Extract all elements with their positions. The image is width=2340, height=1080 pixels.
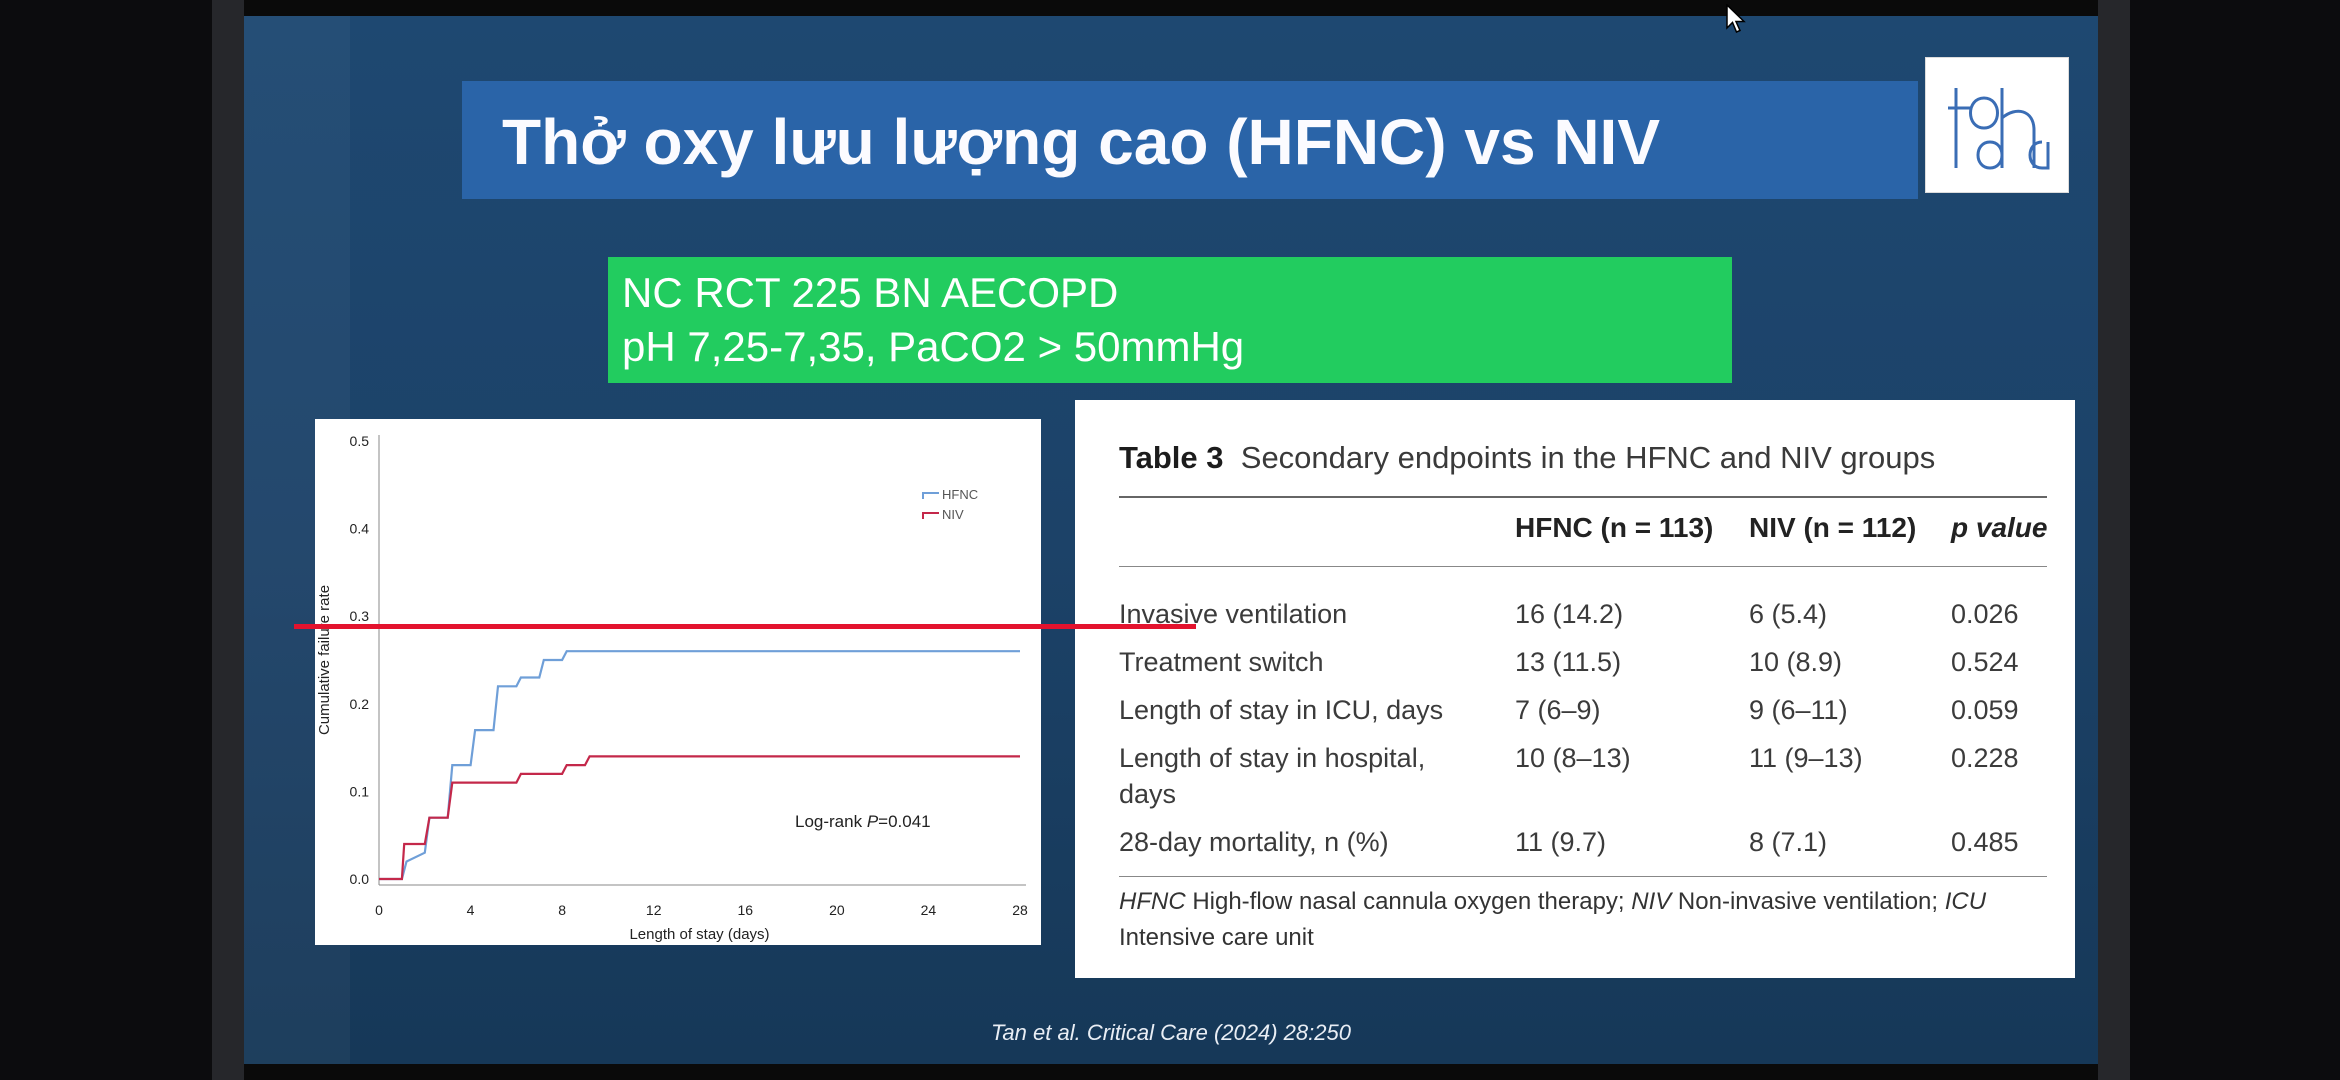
chart-svg: 0.0 0.1 0.2 0.3 0.4 0.5 0 4 8 12 16 20 24 28 Length of… [316, 433, 1028, 943]
series-line-hfnc [379, 650, 1020, 881]
slide-title: Thở oxy lưu lượng cao (HFNC) vs NIV [502, 106, 1660, 178]
y-tick-label: 0.3 [350, 608, 370, 624]
table-footnote: HFNC High-flow nasal cannula oxygen ther… [1119, 884, 2055, 956]
right-letterbox [2130, 0, 2340, 1080]
hospital-logo-icon [1925, 57, 2069, 193]
row-hfnc: 7 (6–9) [1515, 695, 1601, 725]
log-rank-annotation: Log-rank P=0.041 [795, 812, 931, 831]
bottom-bar [244, 1064, 2098, 1080]
footnote-text-niv: Non-invasive ventilation; [1671, 888, 1945, 915]
row-niv: 6 (5.4) [1749, 599, 1828, 629]
footnote-abbr-icu: ICU [1944, 888, 1987, 915]
header-niv: NIV (n = 112) [1749, 512, 1917, 543]
table-top-rule [1119, 496, 2047, 498]
kaplan-meier-chart: 0.0 0.1 0.2 0.3 0.4 0.5 0 4 8 12 16 20 24 28 Length of… [315, 419, 1041, 945]
citation: Tan et al. Critical Care (2024) 28:250 [991, 1020, 1351, 1045]
row-p: 0.485 [1951, 827, 2019, 857]
top-bar [244, 0, 2098, 16]
x-tick-label: 24 [921, 902, 937, 918]
logo-graphic [1948, 88, 2050, 170]
legend-label-hfnc: HFNC [942, 487, 978, 502]
mouse-cursor-icon [1726, 4, 1746, 33]
right-frame [2098, 0, 2130, 1080]
y-axis-label: Cumulative failure rate [316, 585, 333, 735]
header-p-value-text: p value [1951, 512, 2048, 543]
x-tick-label: 16 [737, 902, 753, 918]
row-label: Length of stay in ICU, days [1119, 695, 1444, 725]
header-p-value: p value [1951, 512, 2047, 544]
x-tick-label: 28 [1012, 902, 1028, 918]
footnote-abbr-niv: NIV [1631, 888, 1672, 915]
header-hfnc: HFNC (n = 113) [1515, 512, 1714, 543]
y-tick-label: 0.5 [350, 433, 370, 449]
row-p: 0.026 [1951, 599, 2019, 629]
left-frame [212, 0, 244, 1080]
study-design-text: NC RCT 225 BN AECOPD [622, 269, 1119, 316]
table-caption: Secondary endpoints in the HFNC and NIV … [1240, 440, 1936, 475]
x-tick-label: 12 [646, 902, 662, 918]
row-label: 28-day mortality, n (%) [1119, 827, 1389, 857]
row-p: 0.059 [1951, 695, 2019, 725]
row-hfnc: 13 (11.5) [1515, 647, 1622, 677]
legend-swatch-niv [922, 512, 939, 519]
row-label: Length of stay in hospital, [1119, 743, 1426, 773]
y-tick-label: 0.1 [350, 783, 370, 799]
inclusion-criteria-text: pH 7,25-7,35, PaCO2 > 50mmHg [622, 323, 1245, 370]
footnote-abbr-hfnc: HFNC [1119, 888, 1186, 915]
legend-swatch-hfnc [922, 492, 939, 499]
row-p: 0.524 [1951, 647, 2019, 677]
y-tick-label: 0.4 [350, 521, 370, 537]
title-bar [462, 81, 1918, 199]
table-bottom-rule [1119, 876, 2047, 877]
row-hfnc: 16 (14.2) [1515, 599, 1624, 629]
table-title: Table 3 Secondary endpoints in the HFNC … [1119, 440, 1935, 476]
row-niv: 11 (9–13) [1749, 743, 1863, 773]
left-letterbox [0, 0, 212, 1080]
series-line-niv [379, 755, 1020, 881]
footnote-text-hfnc: High-flow nasal cannula oxygen therapy; [1185, 888, 1632, 915]
study-summary-box: NC RCT 225 BN AECOPD pH 7,25-7,35, PaCO2… [608, 257, 1732, 383]
row-hfnc: 11 (9.7) [1515, 827, 1607, 857]
x-tick-label: 4 [467, 902, 475, 918]
row-p: 0.228 [1951, 743, 2019, 773]
x-axis-label: Length of stay (days) [629, 926, 769, 943]
legend-label-niv: NIV [942, 507, 964, 522]
footnote-text-icu: Intensive care unit [1119, 924, 1314, 951]
row-niv: 10 (8.9) [1749, 647, 1843, 677]
table-number: Table 3 [1119, 440, 1224, 475]
x-tick-label: 0 [375, 902, 383, 918]
y-tick-label: 0.2 [350, 696, 370, 712]
row-niv: 8 (7.1) [1749, 827, 1828, 857]
x-tick-label: 20 [829, 902, 845, 918]
header-rule [1119, 566, 2047, 567]
row-label-continued: days [1119, 779, 1177, 809]
row-label: Treatment switch [1119, 647, 1324, 677]
presentation-slide: Thở oxy lưu lượng cao (HFNC) vs NIV NC R… [244, 16, 2098, 1064]
row-hfnc: 10 (8–13) [1515, 743, 1631, 773]
secondary-endpoints-table: Table 3 Secondary endpoints in the HFNC … [1075, 400, 2075, 978]
x-tick-label: 8 [558, 902, 566, 918]
highlight-underline [294, 624, 1196, 629]
y-tick-label: 0.0 [350, 871, 370, 887]
row-niv: 9 (6–11) [1749, 695, 1848, 725]
